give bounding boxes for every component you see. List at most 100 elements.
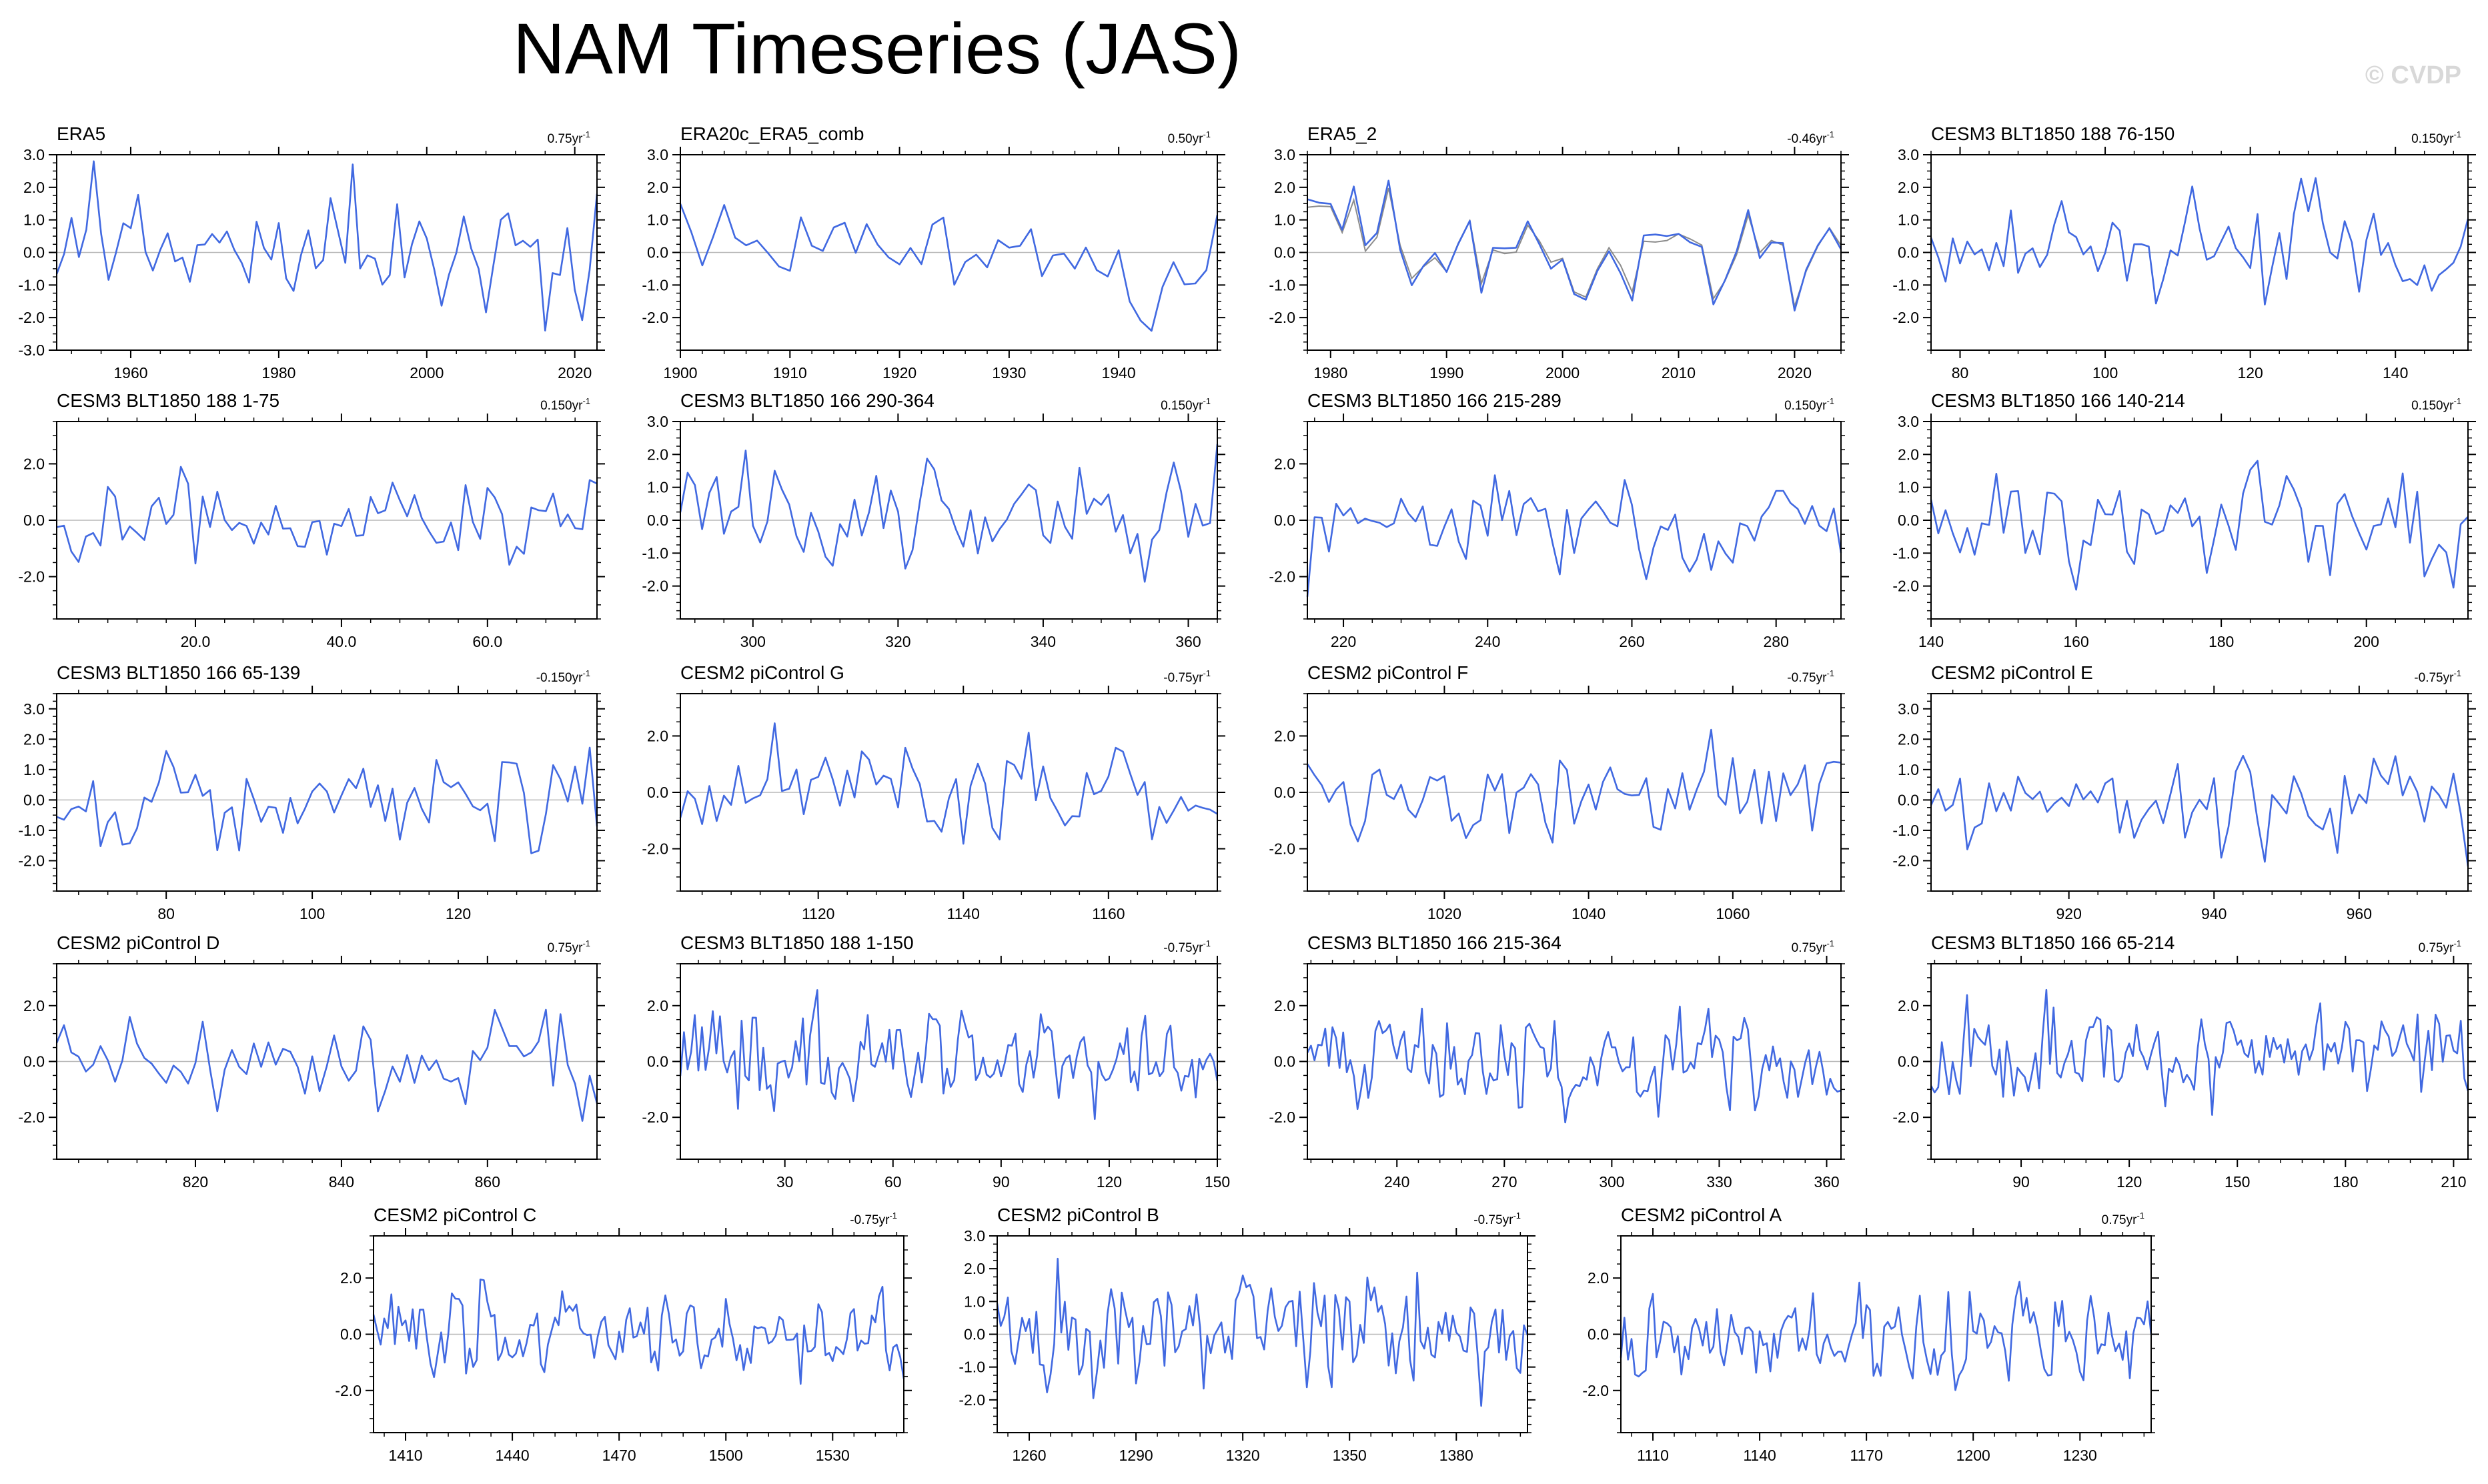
y-tick-label: 0.0 [964, 1326, 985, 1343]
x-tick-label: 960 [2347, 905, 2372, 922]
series-line [679, 203, 1219, 332]
x-tick-label: 40.0 [327, 633, 357, 650]
y-tick-label: 3.0 [1898, 413, 1919, 430]
x-tick-label: 120 [446, 905, 471, 922]
x-tick-label: 1920 [882, 364, 916, 382]
y-tick-label: -1.0 [642, 544, 668, 562]
trend-label: 0.150yr-1 [1161, 396, 1211, 413]
trend-label: 0.150yr-1 [540, 396, 590, 413]
trend-label: -0.75yr-1 [1163, 938, 1211, 955]
x-tick-label: 1160 [1092, 905, 1125, 922]
y-tick-label: 2.0 [340, 1269, 362, 1287]
y-tick-label: 0.0 [647, 244, 668, 261]
y-tick-label: 0.0 [340, 1326, 362, 1343]
panel: CESM3 BLT1850 188 1-150 -0.75yr-1 -2.0 0.0 2… [642, 932, 1230, 1191]
x-tick-label: 1110 [1637, 1447, 1669, 1464]
y-tick-label: -2.0 [1892, 852, 1919, 869]
y-tick-label: -1.0 [1892, 544, 1919, 562]
x-tick-label: 1200 [1956, 1447, 1990, 1464]
y-tick-label: 1.0 [964, 1293, 985, 1310]
x-tick-label: 80 [1952, 364, 1969, 382]
x-tick-label: 1440 [496, 1447, 530, 1464]
trend-label: 0.75yr-1 [2102, 1211, 2144, 1227]
y-tick-label: 0.0 [23, 512, 45, 529]
y-tick-label: 2.0 [23, 997, 45, 1014]
panel: ERA5_2 -0.46yr-1 -2.0 -1.0 0.0 1.0 2.0 3.0 1980 1… [1269, 123, 1849, 382]
x-tick-label: 280 [1764, 633, 1789, 650]
y-tick-label: 2.0 [23, 730, 45, 748]
y-tick-label: -2.0 [18, 1108, 45, 1126]
panel: ERA20c_ERA5_comb 0.50yr-1 -2.0 -1.0 0.0 1.0 2.… [642, 123, 1225, 382]
x-tick-label: 1320 [1226, 1447, 1260, 1464]
x-tick-label: 260 [1619, 633, 1644, 650]
x-tick-label: 1350 [1333, 1447, 1367, 1464]
trend-label: 0.150yr-1 [1784, 396, 1834, 413]
series-line [1930, 177, 2469, 305]
watermark: © CVDP [2365, 61, 2461, 89]
y-tick-label: 1.0 [23, 761, 45, 778]
x-tick-label: 1120 [802, 905, 834, 922]
x-tick-label: 1990 [1429, 364, 1463, 382]
y-tick-label: -1.0 [1892, 276, 1919, 293]
y-tick-label: 2.0 [1898, 730, 1919, 748]
y-tick-label: 3.0 [1274, 146, 1295, 163]
x-tick-label: 1500 [709, 1447, 743, 1464]
trend-label: 0.50yr-1 [1168, 129, 1211, 146]
y-tick-label: 1.0 [23, 211, 45, 229]
series-line [1620, 1281, 2152, 1391]
y-tick-label: -2.0 [1269, 568, 1295, 586]
x-tick-label: 1410 [388, 1447, 422, 1464]
x-tick-label: 2020 [1778, 364, 1812, 382]
x-tick-label: 100 [299, 905, 325, 922]
y-tick-label: 0.0 [1898, 512, 1919, 529]
panel-title: CESM2 piControl F [1307, 662, 1468, 683]
x-tick-label: 240 [1475, 633, 1500, 650]
panel: CESM2 piControl A 0.75yr-1 -2.0 0.0 2.0 1110 1… [1582, 1205, 2159, 1464]
y-tick-label: 2.0 [647, 727, 668, 744]
trend-label: 0.75yr-1 [2419, 938, 2461, 955]
x-tick-label: 360 [1175, 633, 1201, 650]
x-tick-label: 340 [1031, 633, 1056, 650]
y-tick-label: 0.0 [1274, 784, 1295, 801]
x-tick-label: 860 [475, 1173, 500, 1191]
y-tick-label: 2.0 [1274, 179, 1295, 196]
y-tick-label: 1.0 [1898, 211, 1919, 229]
panel: CESM3 BLT1850 166 65-139 -0.150yr-1 -2.0 -1… [18, 662, 605, 922]
panel-title: CESM3 BLT1850 166 215-364 [1307, 932, 1562, 953]
panel: CESM3 BLT1850 188 1-75 0.150yr-1 -2.0 0.0 2.… [18, 390, 605, 650]
y-tick-label: 3.0 [964, 1227, 985, 1245]
x-tick-label: 2020 [558, 364, 592, 382]
series-line [1306, 1005, 1842, 1124]
x-tick-label: 240 [1384, 1173, 1409, 1191]
panel: CESM3 BLT1850 166 215-364 0.75yr-1 -2.0 0.0… [1269, 932, 1849, 1191]
y-tick-label: -2.0 [18, 852, 45, 869]
y-tick-label: 0.0 [1274, 244, 1295, 261]
y-tick-label: 0.0 [1274, 512, 1295, 529]
x-tick-label: 820 [183, 1173, 208, 1191]
x-tick-label: 320 [885, 633, 910, 650]
x-tick-label: 20.0 [181, 633, 211, 650]
series-line [55, 160, 598, 332]
y-tick-label: 0.0 [23, 1053, 45, 1070]
y-tick-label: 1.0 [647, 211, 668, 229]
trend-label: -0.75yr-1 [850, 1211, 897, 1227]
x-tick-label: 90 [2012, 1173, 2030, 1191]
x-tick-label: 920 [2056, 905, 2082, 922]
x-tick-label: 1230 [2063, 1447, 2097, 1464]
y-tick-label: -3.0 [18, 341, 45, 359]
y-tick-label: 0.0 [23, 244, 45, 261]
x-tick-label: 360 [1814, 1173, 1839, 1191]
x-tick-label: 330 [1706, 1173, 1732, 1191]
x-tick-label: 220 [1331, 633, 1356, 650]
series-line [679, 722, 1218, 845]
x-tick-label: 1530 [816, 1447, 850, 1464]
y-tick-label: 2.0 [647, 179, 668, 196]
y-tick-label: 1.0 [647, 479, 668, 496]
y-tick-label: 3.0 [647, 413, 668, 430]
y-tick-label: -1.0 [959, 1359, 985, 1376]
series-line [996, 1257, 1529, 1407]
panel: CESM2 piControl E -0.75yr-1 -2.0 -1.0 0.0 1.0… [1892, 662, 2476, 922]
x-tick-label: 1960 [113, 364, 147, 382]
series-line [55, 1008, 598, 1122]
x-tick-label: 160 [2063, 633, 2088, 650]
